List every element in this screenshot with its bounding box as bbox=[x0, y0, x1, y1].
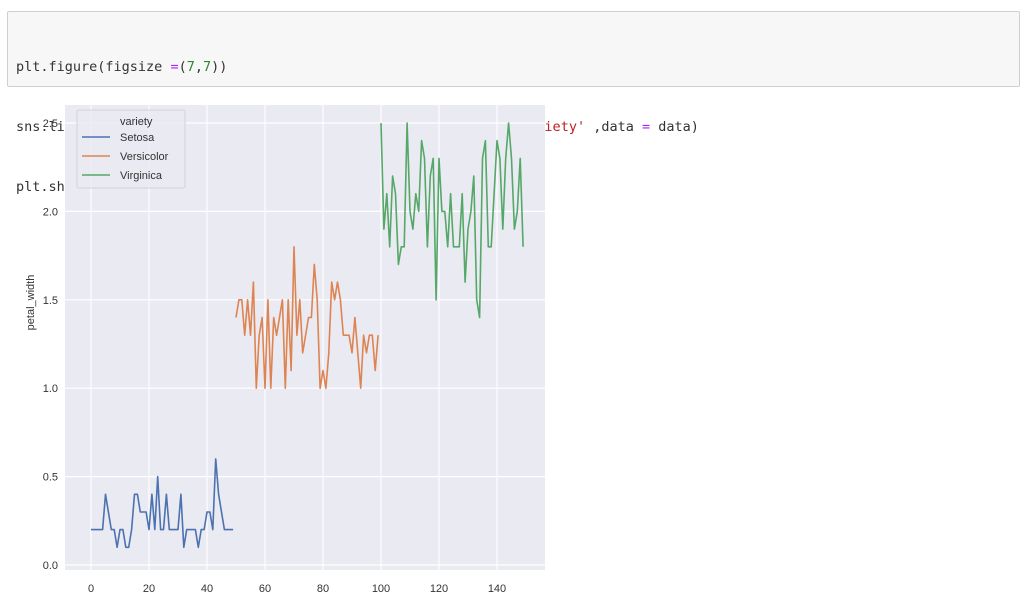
code-line-1: plt.figure(figsize =(7,7)) bbox=[16, 59, 228, 75]
y-tick-label: 2.5 bbox=[43, 118, 58, 130]
legend-title: variety bbox=[120, 116, 153, 128]
legend: variety Setosa Versicolor Virginica bbox=[76, 109, 186, 189]
legend-label-versicolor: Versicolor bbox=[120, 151, 169, 163]
y-tick-label: 1.5 bbox=[43, 295, 58, 307]
y-tick-label: 0.0 bbox=[43, 560, 58, 572]
legend-label-virginica: Virginica bbox=[120, 170, 163, 182]
series-line-setosa bbox=[91, 458, 234, 549]
legend-label-setosa: Setosa bbox=[120, 132, 155, 144]
y-tick-label: 1.0 bbox=[43, 383, 58, 395]
x-tick-label: 0 bbox=[88, 583, 94, 595]
chart-output: 0 20 40 60 80 100 120 140 0.0 0.5 1.0 1.5 2.0 2.5 peta… bbox=[0, 95, 600, 604]
x-tick-label: 80 bbox=[317, 583, 329, 595]
code-cell[interactable]: plt.figure(figsize =(7,7)) sns.lineplot(… bbox=[7, 11, 1020, 195]
series-line-versicolor bbox=[235, 246, 379, 390]
x-tick-label: 20 bbox=[143, 583, 155, 595]
x-tick-label: 40 bbox=[201, 583, 213, 595]
y-axis-label: petal_width bbox=[25, 275, 37, 331]
legend-box bbox=[76, 109, 186, 189]
x-tick-label: 100 bbox=[372, 583, 390, 595]
line-chart: 0 20 40 60 80 100 120 140 0.0 0.5 1.0 1.5 2.0 2.5 peta… bbox=[25, 105, 545, 595]
y-tick-label: 0.5 bbox=[43, 472, 58, 484]
x-tick-label: 140 bbox=[488, 583, 506, 595]
series-line-virginica bbox=[380, 122, 524, 319]
x-tick-label: 60 bbox=[259, 583, 271, 595]
y-tick-label: 2.0 bbox=[43, 206, 58, 218]
x-tick-label: 120 bbox=[430, 583, 448, 595]
